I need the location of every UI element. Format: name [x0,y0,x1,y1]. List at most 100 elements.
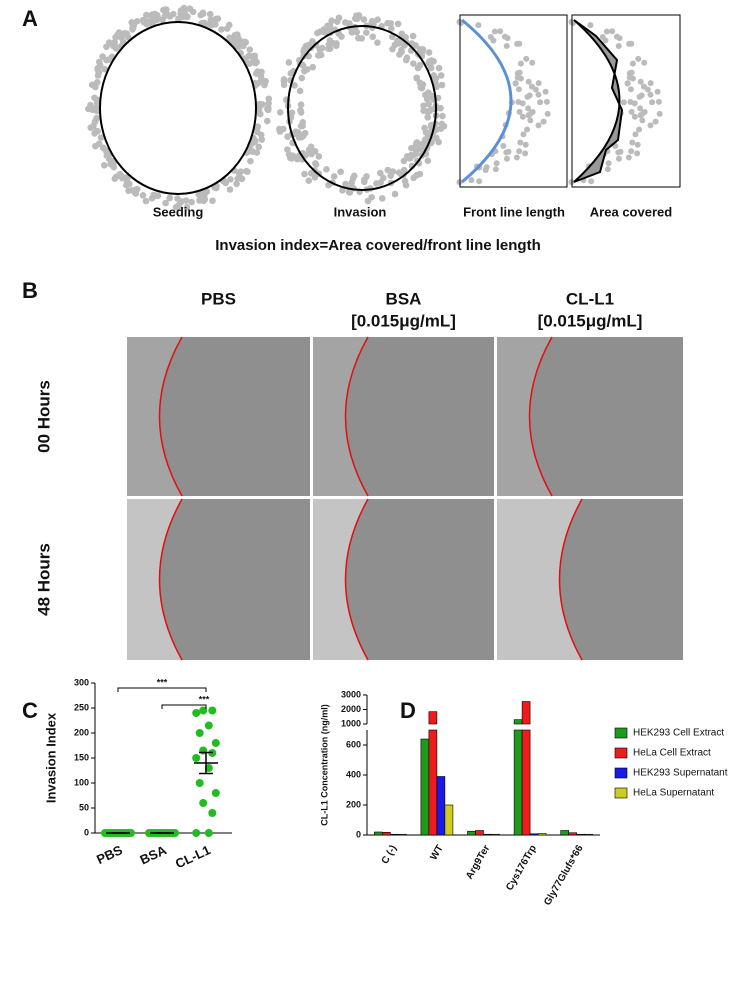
cell-dot [439,112,446,120]
front-line [344,498,369,661]
cell-dot [227,176,234,183]
cell-dot [398,48,405,56]
front-line [158,336,183,497]
formula: Invasion index=Area covered/front line l… [215,237,541,254]
front-line [461,18,513,184]
cell-dot [87,124,95,131]
cell-dot [247,157,254,165]
dot [192,754,201,762]
x-tick-label: Arg9Ter [464,843,492,881]
cell-dot [144,19,152,27]
cell-dot [112,33,119,41]
dot [208,706,217,715]
cell-dot [350,172,358,180]
cell-dot [655,98,662,105]
cell-dot [615,42,622,49]
cell-dot [400,157,408,165]
column-dose: [0.015μg/mL] [538,311,643,330]
dot [211,739,220,747]
cell-dot [360,16,368,23]
cell-dot [91,94,98,102]
legend-label: HeLa Supernatant [633,788,714,799]
cell-dot [428,57,435,64]
cell-dot [223,25,231,32]
cell-dot [280,77,288,85]
cell-dot [424,157,432,164]
cell-dot [640,83,647,90]
cell-dot [394,20,402,28]
diagram-label: Seeding [153,204,204,219]
cell-dot [330,173,338,180]
cell-dot [625,154,632,161]
front-line [528,336,553,497]
bar-upper [513,719,523,725]
bar [491,833,500,836]
cell-dot [264,105,271,113]
y-tick-label: 2000 [341,704,361,714]
cell-dot [265,95,273,103]
bar [584,833,594,836]
cell-dot [143,11,150,19]
cell-dot [412,147,420,154]
cell-dot [139,192,147,199]
legend-label: HEK293 Cell Extract [633,728,724,739]
diagram-label: Area covered [590,204,672,219]
cell-dot [174,195,181,202]
cell-dot [305,177,313,184]
cell-dot [288,109,296,116]
cell-dot [95,140,103,147]
legend-swatch [614,727,628,739]
cell-dot [617,148,624,155]
cell-dot [123,177,131,185]
cell-dots [85,4,663,211]
cell-dot [407,151,415,159]
bar [436,776,446,836]
x-tick-label: Cys176Trp [504,843,539,892]
cell-dot [284,133,291,141]
cell-dot [184,13,191,21]
cell-dot [284,146,291,153]
cell-dot [613,33,620,40]
cell-dot [437,72,445,79]
cell-dot [524,126,531,133]
bar [529,833,539,836]
cell-dot [527,117,534,124]
cell-dot [246,46,254,53]
cell-dot [631,113,638,120]
y-tick-label: 0 [356,829,361,839]
cell-dot [635,55,642,62]
cell-dot [503,42,510,49]
cell-dot [516,108,523,115]
cell-dot [519,113,526,120]
significance: *** [157,677,168,687]
cell-dot [637,78,644,85]
cell-dot [410,60,417,67]
cell-dot [425,100,433,108]
cell-dot [427,121,435,129]
cell-dot [410,174,417,182]
cell-dot [110,163,118,171]
x-tick-label: PBS [94,842,125,867]
front-box [459,14,568,188]
cell-dot [239,42,247,50]
cell-dot [99,53,106,60]
cell-dot [149,11,156,18]
cell-dot [255,143,263,151]
legend-swatch [614,767,628,779]
cell-dot [605,160,612,167]
cell-dot [629,60,636,67]
cell-dot [287,70,295,77]
bar [444,804,454,836]
seeding-circle [99,21,257,195]
column-header: PBS [201,289,236,308]
cell-region [497,499,582,660]
cell-region [127,337,182,496]
bar [560,830,570,836]
cell-dot [493,160,500,167]
cell-dot [323,165,330,173]
cell-dot [516,40,523,47]
row-label: 00 Hours [34,380,53,453]
cell-dot [568,18,575,25]
cell-dot [425,49,433,56]
